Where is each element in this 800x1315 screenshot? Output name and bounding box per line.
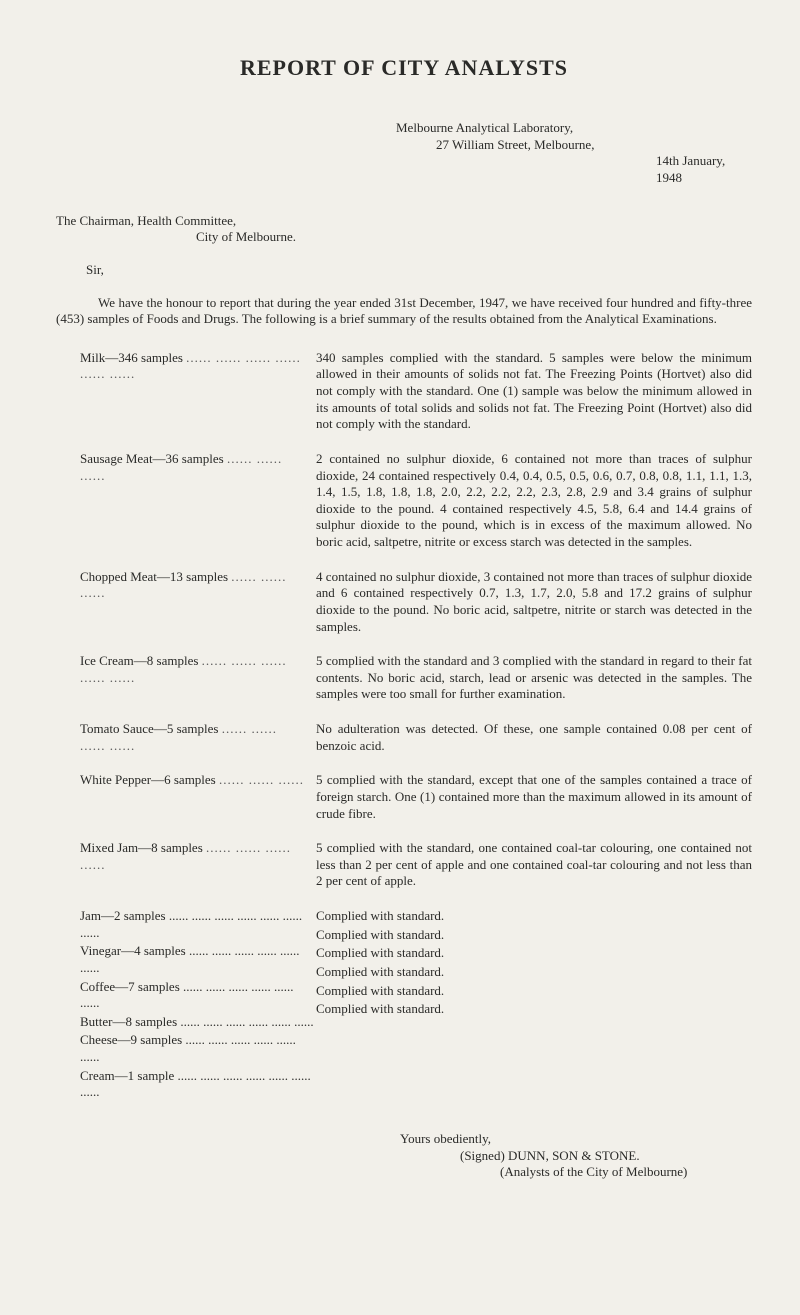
entry-text: 5 complied with the standard and 3 compl… [316, 653, 752, 703]
entry-text: 5 complied with the standard, one contai… [316, 840, 752, 890]
lab-line3: 14th January, 1948 [396, 153, 752, 186]
entry-row: Sausage Meat—36 samples ...... ...... ..… [56, 451, 752, 551]
recipient-line2: City of Melbourne. [56, 229, 752, 246]
leader-dots: ...... ...... ...... [219, 772, 304, 787]
simple-text: Complied with standard. [316, 964, 752, 981]
entry-label: Tomato Sauce—5 samples [80, 721, 218, 736]
entry-label: Ice Cream—8 samples [80, 653, 198, 668]
entry-label: Sausage Meat—36 samples [80, 451, 224, 466]
entry-row: Ice Cream—8 samples ...... ...... ......… [56, 653, 752, 703]
intro-text: We have the honour to report that during… [56, 295, 752, 327]
recipient-address: The Chairman, Health Committee, City of … [56, 213, 752, 246]
simple-text: Complied with standard. [316, 945, 752, 962]
simple-label: Cream—1 sample ...... ...... ...... ....… [80, 1068, 316, 1101]
simple-label: Vinegar—4 samples ...... ...... ...... .… [80, 943, 316, 976]
signoff-line3: (Analysts of the City of Melbourne) [400, 1164, 752, 1181]
entry-text: No adulteration was detected. Of these, … [316, 721, 752, 754]
intro-paragraph: We have the honour to report that during… [56, 295, 752, 328]
entry-text: 5 complied with the standard, except tha… [316, 772, 752, 822]
entry-row: Chopped Meat—13 samples ...... ...... ..… [56, 569, 752, 636]
entry-label: Mixed Jam—8 samples [80, 840, 203, 855]
signoff-line2: (Signed) DUNN, SON & STONE. [400, 1148, 752, 1165]
entry-text: 340 samples complied with the standard. … [316, 350, 752, 433]
signoff-line1: Yours obediently, [400, 1131, 752, 1148]
lab-address: Melbourne Analytical Laboratory, 27 Will… [396, 120, 752, 187]
simple-text: Complied with standard. [316, 927, 752, 944]
entry-text: 2 contained no sulphur dioxide, 6 contai… [316, 451, 752, 551]
salutation: Sir, [56, 262, 752, 279]
entry-label: Milk—346 samples [80, 350, 183, 365]
simple-text: Complied with standard. [316, 983, 752, 1000]
lab-line2: 27 William Street, Melbourne, [396, 137, 752, 154]
lab-line1: Melbourne Analytical Laboratory, [396, 120, 752, 137]
report-title: REPORT OF CITY ANALYSTS [56, 54, 752, 82]
entry-text: 4 contained no sulphur dioxide, 3 contai… [316, 569, 752, 636]
entry-row: White Pepper—6 samples ...... ...... ...… [56, 772, 752, 822]
entry-label: Chopped Meat—13 samples [80, 569, 228, 584]
entry-row: Tomato Sauce—5 samples ...... ...... ...… [56, 721, 752, 754]
simple-label: Cheese—9 samples ...... ...... ...... ..… [80, 1032, 316, 1065]
simple-label: Jam—2 samples ...... ...... ...... .....… [80, 908, 316, 941]
simple-label: Butter—8 samples ...... ...... ...... ..… [80, 1014, 316, 1031]
simple-text: Complied with standard. [316, 908, 752, 925]
signoff: Yours obediently, (Signed) DUNN, SON & S… [400, 1131, 752, 1181]
entries-list: Milk—346 samples ...... ...... ...... ..… [56, 350, 752, 890]
entry-row: Milk—346 samples ...... ...... ...... ..… [56, 350, 752, 433]
simple-label: Coffee—7 samples ...... ...... ...... ..… [80, 979, 316, 1012]
entry-label: White Pepper—6 samples [80, 772, 216, 787]
entry-row: Mixed Jam—8 samples ...... ...... ......… [56, 840, 752, 890]
simple-list: Jam—2 samples ...... ...... ...... .....… [56, 908, 752, 1103]
recipient-line1: The Chairman, Health Committee, [56, 213, 752, 230]
simple-text: Complied with standard. [316, 1001, 752, 1018]
